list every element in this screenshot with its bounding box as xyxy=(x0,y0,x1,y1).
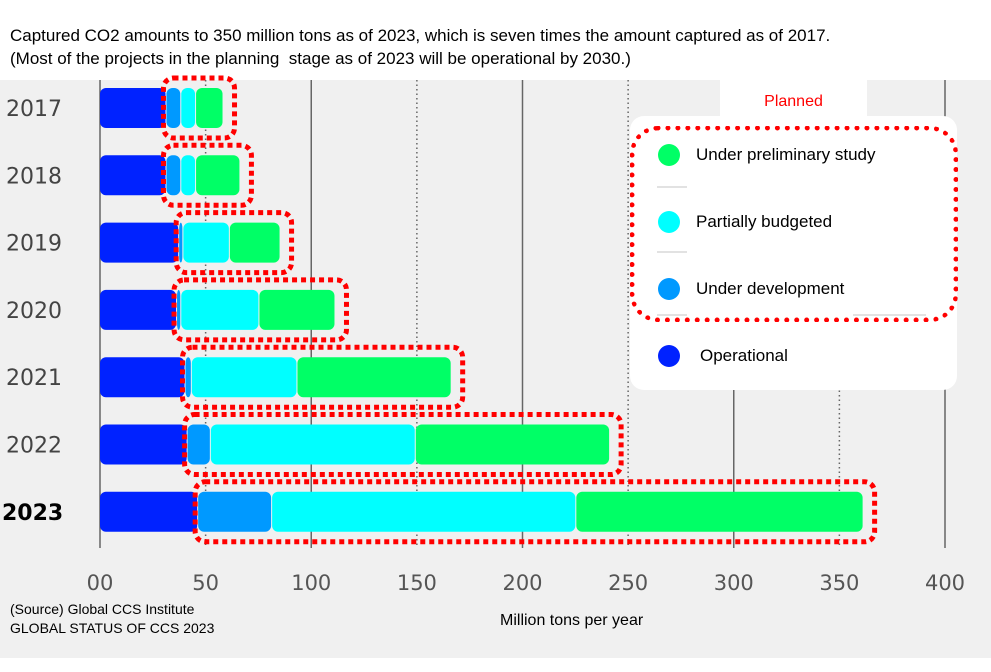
bar-segment-under-preliminary-study xyxy=(196,88,223,128)
planned-outlines xyxy=(160,75,878,545)
x-tick-label: 300 xyxy=(714,571,754,595)
bar-segment-under-development xyxy=(187,424,210,465)
bar-segment-under-preliminary-study xyxy=(196,155,240,196)
legend-separator xyxy=(657,186,687,188)
legend-label: Under development xyxy=(696,279,845,298)
legend-label: Under preliminary study xyxy=(696,145,876,164)
planned-outline xyxy=(180,344,466,410)
bar-segment-partially-budgeted xyxy=(191,357,297,398)
bar-segment-under-preliminary-study xyxy=(415,424,610,465)
x-tick-label: 250 xyxy=(608,571,648,595)
legend xyxy=(630,116,957,390)
year-label: 2021 xyxy=(6,366,62,391)
bar-segment-under-preliminary-study xyxy=(576,491,863,532)
bar-segment-under-preliminary-study xyxy=(297,357,451,398)
bar-segment-under-development xyxy=(198,491,272,532)
light-blue-dot-icon xyxy=(658,278,680,300)
legend-separator xyxy=(853,314,926,316)
bar-segment-partially-budgeted xyxy=(210,424,415,465)
bar-segment-under-development xyxy=(185,357,191,398)
bar-segment-under-development xyxy=(179,222,183,263)
bar-segment-partially-budgeted xyxy=(183,222,229,263)
planned-outline xyxy=(160,75,238,141)
legend-item-under-development: Under development xyxy=(658,278,844,300)
year-label: 2023 xyxy=(2,501,63,526)
bar-segment-partially-budgeted xyxy=(181,88,196,128)
bar-segment-operational xyxy=(100,357,185,398)
year-label: 2020 xyxy=(6,299,62,324)
source-line-1: (Source) Global CCS Institute xyxy=(10,601,195,617)
planned-outline xyxy=(192,479,878,545)
x-tick-label: 00 xyxy=(87,571,114,595)
bar-segment-operational xyxy=(100,289,177,330)
year-label: 2018 xyxy=(6,164,62,189)
blue-dot-icon xyxy=(658,345,680,367)
legend-title-tab xyxy=(720,80,867,120)
year-label: 2019 xyxy=(6,232,62,257)
planned-outline xyxy=(160,142,254,208)
legend-group-title: Planned xyxy=(764,93,823,110)
x-tick-label: 200 xyxy=(502,571,542,595)
bar-segment-operational xyxy=(100,155,166,196)
headline-line-1: Captured CO2 amounts to 350 million tons… xyxy=(10,26,831,45)
planned-outline xyxy=(171,277,349,343)
x-tick-label: 150 xyxy=(397,571,437,595)
source-note: (Source) Global CCS Institute GLOBAL STA… xyxy=(10,600,214,638)
headline-line-2: (Most of the projects in the planning st… xyxy=(10,49,631,68)
bar-segment-under-development xyxy=(166,88,181,128)
year-labels: 2017 2018 2019 2020 2021 2022 2023 xyxy=(2,97,63,526)
green-dot-icon xyxy=(658,144,680,166)
cyan-dot-icon xyxy=(658,211,680,233)
legend-item-under-preliminary-study: Under preliminary study xyxy=(658,144,876,166)
bar-segment-under-development xyxy=(166,155,181,196)
bar-segment-operational xyxy=(100,491,198,532)
bar-segment-operational xyxy=(100,222,179,263)
bar-segment-operational xyxy=(100,88,166,128)
bar-segment-operational xyxy=(100,424,187,465)
bars xyxy=(100,88,863,532)
x-tick-label: 400 xyxy=(925,571,965,595)
year-label: 2017 xyxy=(6,97,62,122)
legend-separator xyxy=(657,314,687,316)
bar-segment-under-development xyxy=(177,289,181,330)
planned-outline xyxy=(173,210,295,276)
planned-outline xyxy=(182,412,624,477)
legend-item-operational: Operational xyxy=(658,345,788,367)
x-tick-labels: 00 50 100 150 200 250 300 350 400 xyxy=(87,571,965,595)
chart-headline: Captured CO2 amounts to 350 million tons… xyxy=(10,24,830,70)
x-tick-label: 350 xyxy=(819,571,859,595)
year-label: 2022 xyxy=(6,434,62,459)
legend-item-partially-budgeted: Partially budgeted xyxy=(658,211,832,233)
source-line-2: GLOBAL STATUS OF CCS 2023 xyxy=(10,620,215,636)
x-axis-label: Million tons per year xyxy=(500,612,644,629)
legend-label: Partially budgeted xyxy=(696,212,833,231)
bar-segment-under-preliminary-study xyxy=(229,222,280,263)
legend-separator xyxy=(657,251,687,253)
x-tick-label: 100 xyxy=(291,571,331,595)
legend-label: Operational xyxy=(700,346,788,365)
bar-segment-partially-budgeted xyxy=(181,289,259,330)
bar-segment-partially-budgeted xyxy=(181,155,196,196)
bar-segment-partially-budgeted xyxy=(272,491,576,532)
legend-planned-outline xyxy=(630,126,958,322)
x-tick-label: 50 xyxy=(192,571,219,595)
bar-segment-under-preliminary-study xyxy=(259,289,335,330)
